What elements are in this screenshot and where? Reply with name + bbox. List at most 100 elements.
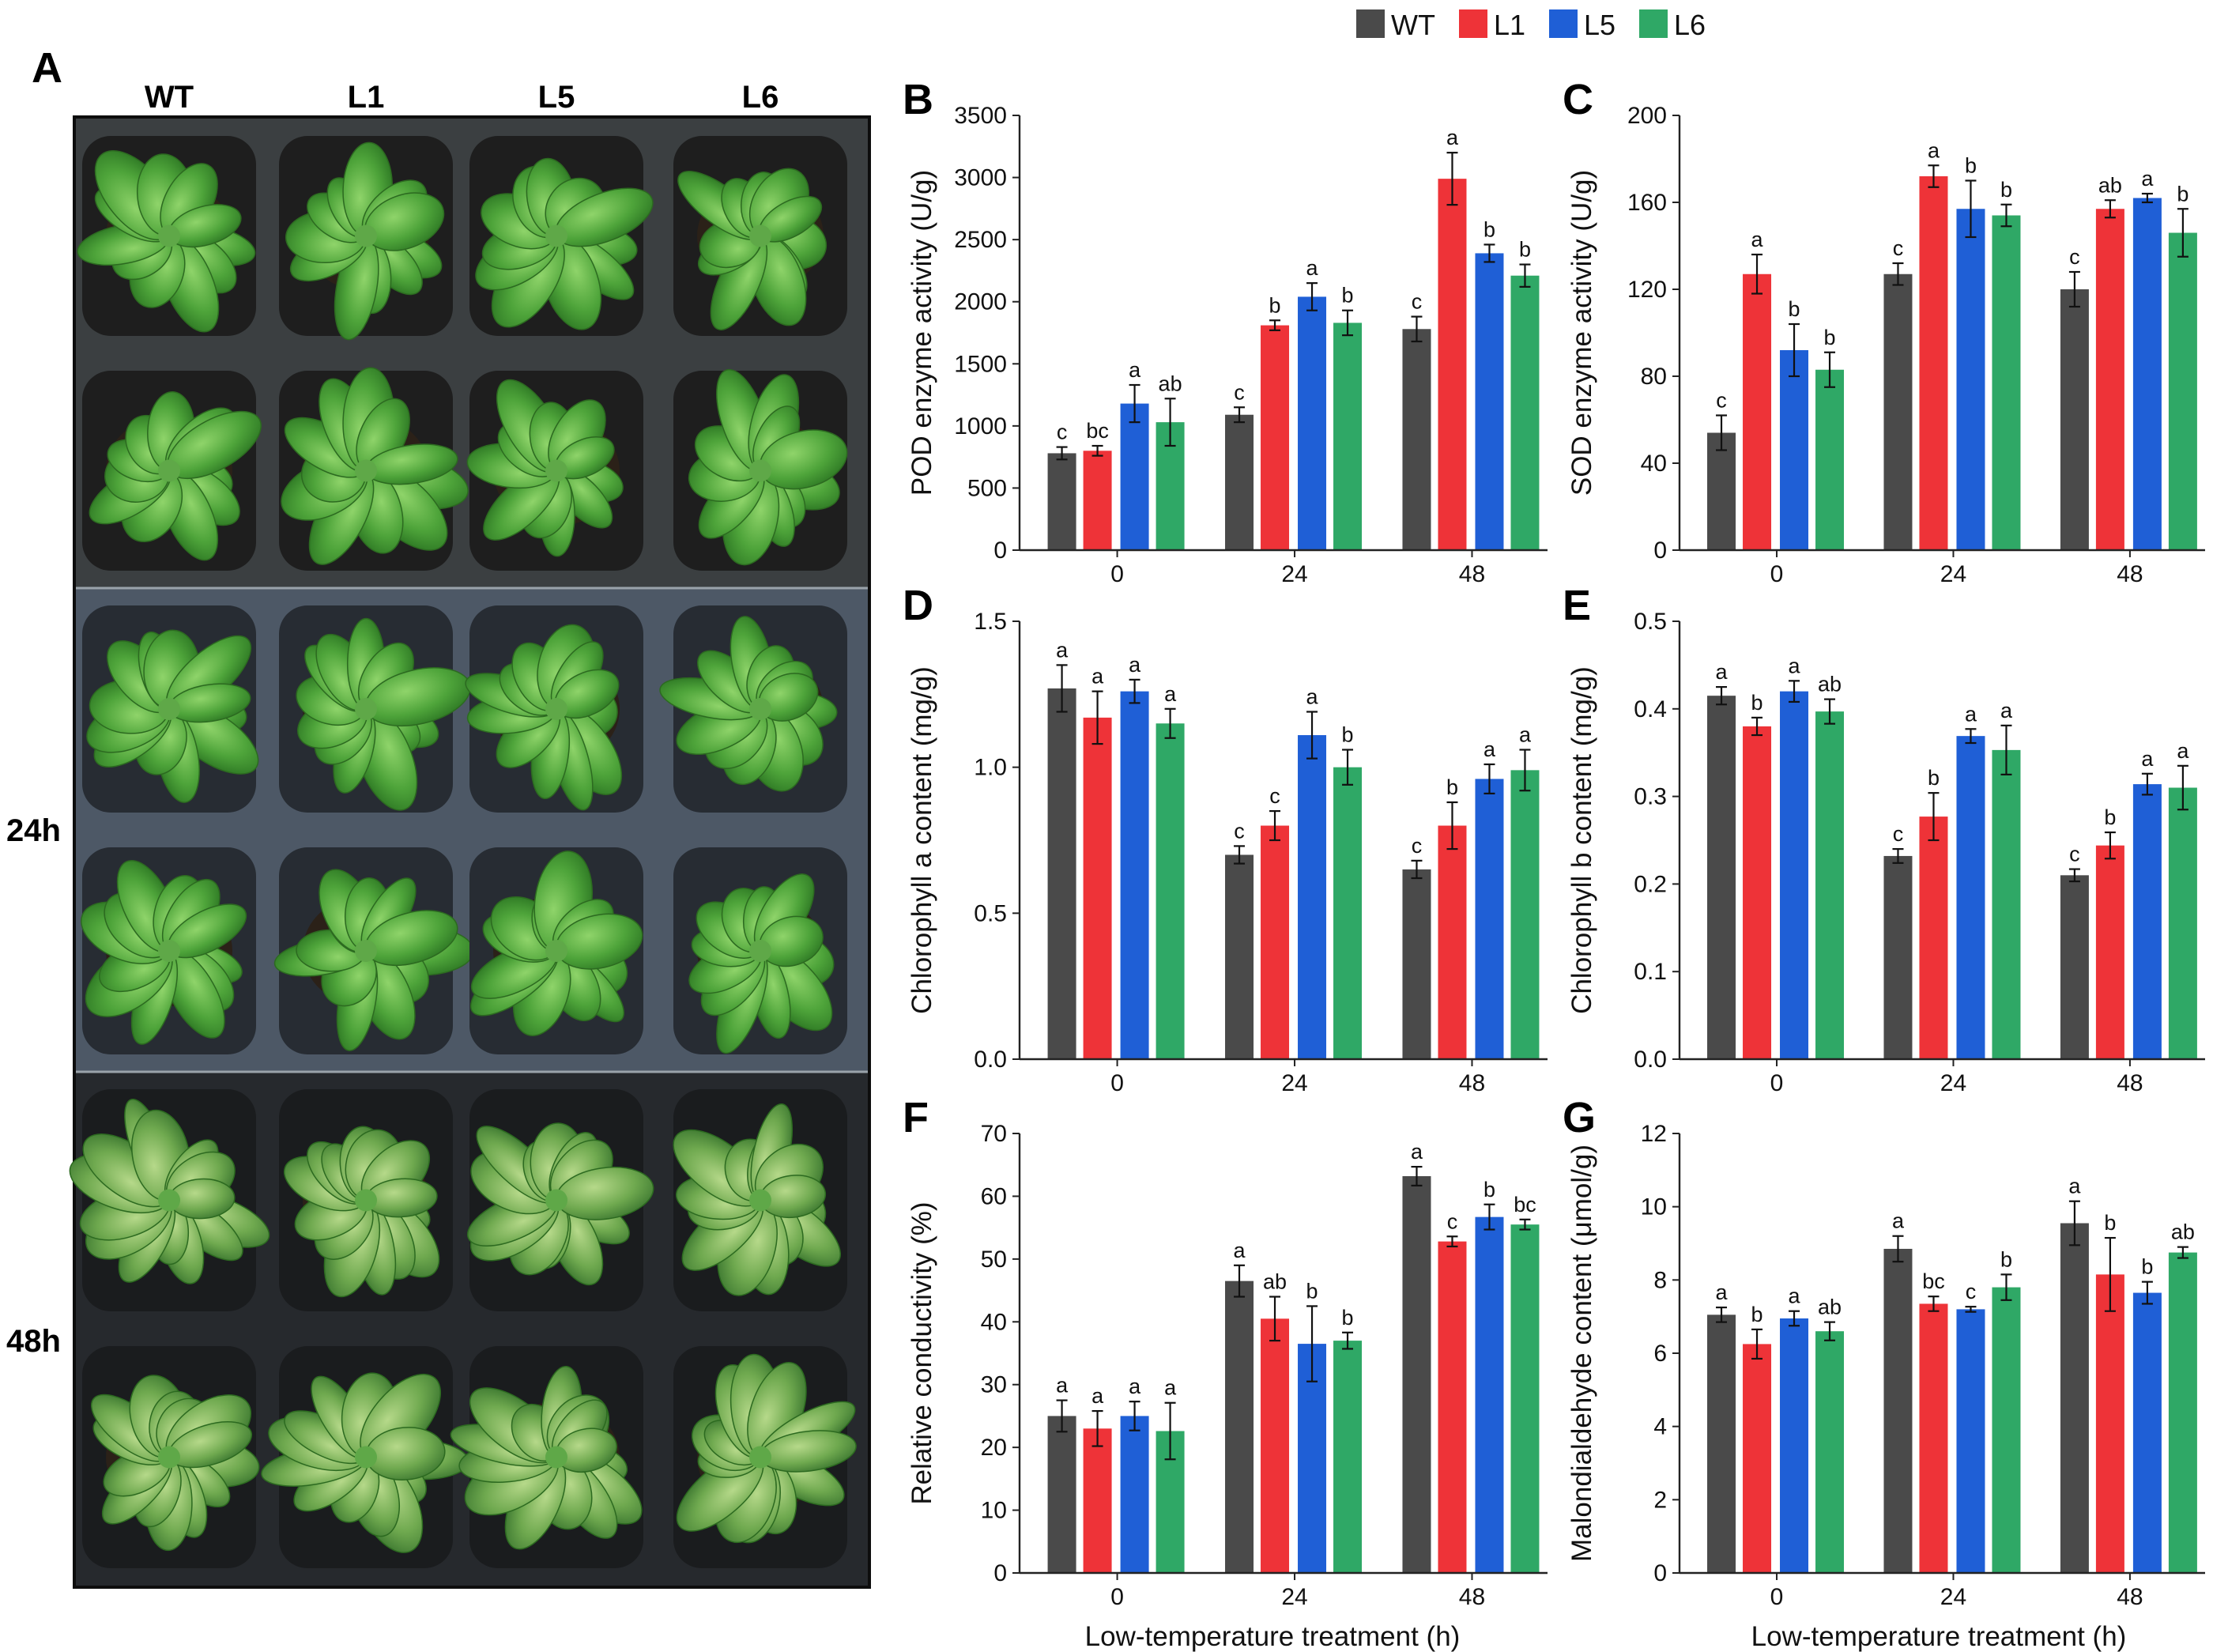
y-tick-label-e: 0.3 — [1634, 784, 1667, 810]
y-tick-label-c: 40 — [1641, 451, 1667, 477]
y-axis-title-b: POD enzyme activity (U/g) — [907, 170, 937, 496]
plant-center — [749, 940, 771, 962]
significance-label-d: c — [1412, 834, 1423, 858]
significance-label-b: b — [1484, 217, 1495, 241]
y-tick-label-f: 50 — [981, 1247, 1007, 1273]
y-tick-label-g: 4 — [1653, 1414, 1667, 1440]
bar-b-l1-24 — [1261, 325, 1290, 550]
y-tick-label-c: 200 — [1627, 103, 1667, 129]
significance-label-f: bc — [1514, 1193, 1536, 1216]
x-axis-title-right: Low-temperature treatment (h) — [1751, 1621, 2127, 1652]
bar-f-l5-48 — [1475, 1216, 1504, 1573]
bar-g-wt-48 — [2060, 1223, 2089, 1573]
significance-label-d: c — [1234, 819, 1245, 843]
photo-row-label-48h: 48h — [6, 1324, 61, 1359]
bar-c-wt-24 — [1883, 273, 1913, 550]
significance-label-f: a — [1129, 1375, 1141, 1398]
x-tick-label-d: 24 — [1281, 1070, 1307, 1096]
y-tick-label-f: 70 — [981, 1121, 1007, 1147]
bar-d-l6-0 — [1156, 723, 1185, 1059]
legend-swatch-wt — [1356, 9, 1385, 38]
plant-center — [355, 1446, 377, 1469]
bar-e-l6-24 — [1992, 749, 2021, 1059]
plant-center — [545, 459, 567, 482]
x-tick-label-d: 48 — [1459, 1070, 1485, 1096]
legend-label-l1: L1 — [1494, 9, 1525, 41]
significance-label-b: ab — [1159, 372, 1182, 395]
significance-label-d: a — [1129, 653, 1141, 677]
plant — [676, 1353, 857, 1544]
y-tick-label-g: 2 — [1653, 1487, 1667, 1513]
significance-label-e: a — [1965, 702, 1977, 726]
y-tick-label-f: 20 — [981, 1435, 1007, 1461]
plant — [688, 873, 835, 1054]
bar-g-l6-48 — [2168, 1252, 2197, 1573]
chart-panel-b: B 0 500 1000 1500 2000 2500 3000 3500 POD enzyme … — [903, 76, 1548, 587]
plant — [90, 1375, 260, 1552]
legend-swatch-l6 — [1639, 9, 1668, 38]
y-tick-label-f: 30 — [981, 1372, 1007, 1398]
bar-b-wt-24 — [1225, 414, 1254, 550]
plant-center — [545, 940, 567, 962]
bar-e-l1-48 — [2095, 845, 2124, 1059]
bar-c-wt-0 — [1707, 432, 1736, 550]
x-tick-label-d: 0 — [1110, 1070, 1124, 1096]
bar-c-l6-24 — [1992, 215, 2021, 550]
bar-g-wt-24 — [1883, 1248, 1913, 1573]
significance-label-d: a — [1519, 723, 1532, 747]
plant-center — [158, 224, 180, 247]
photo-panel: A WT L1 L5 L6 24h 48h — [6, 44, 871, 1589]
bar-g-l5-48 — [2132, 1292, 2162, 1573]
significance-label-d: b — [1446, 775, 1458, 799]
plant — [466, 1122, 654, 1286]
x-tick-label-g: 24 — [1940, 1584, 1966, 1610]
significance-label-d: a — [1306, 685, 1319, 708]
bar-g-l6-0 — [1815, 1331, 1845, 1573]
bar-f-l1-48 — [1438, 1241, 1467, 1573]
bar-g-l1-24 — [1919, 1303, 1948, 1573]
significance-label-c: a — [1751, 228, 1764, 251]
significance-label-g: a — [1892, 1209, 1905, 1233]
y-tick-label-c: 120 — [1627, 277, 1667, 303]
plant — [469, 851, 643, 1036]
x-tick-label-g: 0 — [1770, 1584, 1784, 1610]
bar-b-l5-24 — [1298, 296, 1327, 550]
significance-label-g: bc — [1922, 1269, 1945, 1293]
significance-label-g: c — [1966, 1280, 1977, 1303]
bar-c-l1-24 — [1919, 176, 1948, 550]
significance-label-d: c — [1269, 784, 1280, 808]
plant-center — [158, 1446, 180, 1469]
chart-panel-c: C 0 40 80 120 160 200 SOD enzyme activity (U/g)… — [1563, 76, 2205, 587]
significance-label-f: a — [1411, 1140, 1423, 1164]
bar-c-l6-48 — [2168, 232, 2197, 550]
significance-label-c: ab — [2098, 173, 2122, 197]
bar-c-l5-48 — [2132, 198, 2162, 550]
significance-label-e: b — [2104, 805, 2116, 829]
x-tick-label-g: 48 — [2117, 1584, 2143, 1610]
bar-d-wt-0 — [1047, 688, 1076, 1059]
significance-label-b: a — [1129, 358, 1141, 382]
significance-label-d: b — [1342, 723, 1354, 747]
significance-label-c: c — [2069, 245, 2080, 269]
photo-column-label-wt: WT — [145, 80, 194, 115]
bar-f-wt-0 — [1047, 1416, 1076, 1573]
y-axis-title-f: Relative conductivity (%) — [907, 1201, 937, 1504]
plant-center — [749, 698, 771, 720]
significance-label-f: b — [1306, 1279, 1318, 1303]
significance-label-f: b — [1342, 1306, 1354, 1330]
bar-g-l1-0 — [1743, 1344, 1772, 1573]
plant-center — [545, 1446, 567, 1469]
y-tick-label-f: 60 — [981, 1183, 1007, 1209]
significance-label-b: c — [1234, 380, 1245, 404]
significance-label-g: a — [2068, 1175, 2081, 1198]
y-tick-label-b: 2500 — [954, 227, 1007, 253]
panel-letter-a: A — [32, 44, 62, 92]
y-tick-label-d: 1.0 — [974, 755, 1007, 781]
significance-label-d: a — [1056, 638, 1069, 662]
bar-c-l5-24 — [1956, 209, 1985, 550]
bar-g-wt-0 — [1707, 1314, 1736, 1573]
bar-c-wt-48 — [2060, 289, 2089, 550]
bar-f-l6-48 — [1510, 1224, 1540, 1573]
